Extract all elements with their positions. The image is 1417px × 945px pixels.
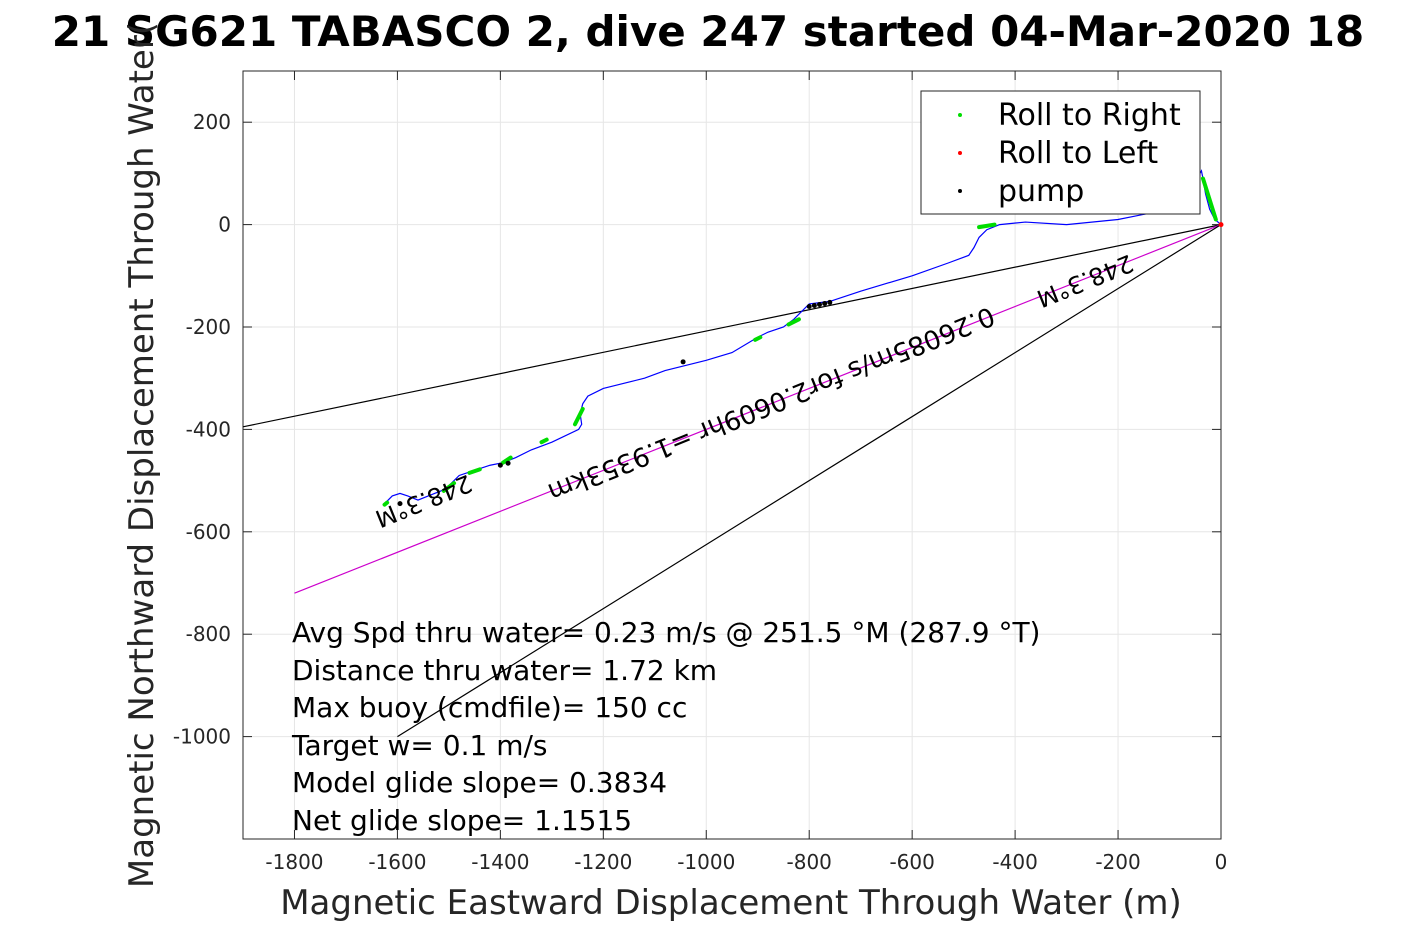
y-tick-label: -400: [186, 417, 231, 441]
x-tick-label: -1400: [471, 850, 529, 874]
y-tick-label: -600: [186, 520, 231, 544]
stats-block: Avg Spd thru water= 0.23 m/s @ 251.5 °M …: [291, 616, 1040, 837]
roll-right-segment: [539, 437, 549, 445]
roll-right-segment: [573, 406, 585, 427]
reference-line: [294, 224, 1222, 594]
stats-net-glide: Net glide slope= 1.1515: [292, 804, 632, 837]
pump-point: [817, 301, 823, 307]
x-tick-label: -1000: [677, 850, 735, 874]
roll-left-point: [1218, 222, 1224, 228]
y-tick-label: -200: [186, 315, 231, 339]
x-tick-label: -1200: [574, 850, 632, 874]
stats-max-buoy: Max buoy (cmdfile)= 150 cc: [292, 691, 687, 724]
axis-ticks: -1800 -1600 -1400 -1200 -1000 -800 -600 -400 -20…: [173, 71, 1227, 874]
x-tick-label: 0: [1215, 850, 1228, 874]
rotated-annotation: 248.3°M: [371, 469, 476, 533]
roll-right-segment: [382, 500, 390, 507]
legend-label-roll-left: Roll to Left: [998, 136, 1158, 171]
x-tick-label: -1600: [368, 850, 426, 874]
x-axis-label: Magnetic Eastward Displacement Through W…: [280, 883, 1182, 923]
x-tick-label: -600: [889, 850, 934, 874]
legend-marker-pump: [958, 189, 962, 193]
glider-track: [384, 169, 1222, 505]
pump-point: [827, 299, 833, 305]
y-tick-label: -800: [186, 622, 231, 646]
roll-right-segment: [786, 317, 801, 327]
grid-lines: [243, 71, 1222, 839]
plot-area-frame: [242, 70, 1222, 840]
roll-right-segment: [441, 481, 457, 493]
y-tick-label: 200: [193, 110, 231, 134]
y-axis-label: Magnetic Northward Displacement Through …: [122, 22, 162, 888]
roll-right-markers: [382, 176, 1224, 507]
y-tick-label: -1000: [173, 725, 231, 749]
track-line: [384, 169, 1222, 505]
pump-point: [497, 462, 503, 468]
y-tick-label: 0: [218, 213, 231, 237]
chart-title: 21 SG621 TABASCO 2, dive 247 started 04-…: [52, 7, 1364, 56]
stats-target-w: Target w= 0.1 m/s: [291, 729, 548, 762]
x-tick-label: -400: [992, 850, 1037, 874]
roll-right-segment: [753, 335, 763, 342]
reference-line: [397, 224, 1222, 738]
rotated-annotations: 248.3°M 0.26085m/s for2.0609hr =1.9353km2…: [371, 249, 1137, 533]
stats-model-glide: Model glide slope= 0.3834: [292, 766, 667, 799]
x-tick-label: -200: [1095, 850, 1140, 874]
stats-avg-speed: Avg Spd thru water= 0.23 m/s @ 251.5 °M …: [292, 616, 1040, 649]
roll-right-segment: [467, 467, 482, 475]
legend-label-pump: pump: [998, 174, 1084, 209]
reference-lines: [242, 224, 1222, 738]
legend-marker-roll-right: [958, 113, 962, 117]
roll-right-segment: [977, 222, 997, 230]
roll-right-segment: [500, 455, 513, 465]
pump-point: [397, 501, 403, 507]
x-tick-label: -800: [787, 850, 832, 874]
legend-label-roll-right: Roll to Right: [998, 98, 1181, 133]
legend: Roll to Right Roll to Left pump: [920, 90, 1201, 215]
pump-point: [822, 300, 828, 306]
roll-right-segment: [1200, 176, 1218, 222]
x-tick-label: -1800: [265, 850, 323, 874]
reference-line: [242, 224, 1222, 428]
pump-markers: [397, 299, 833, 507]
pump-point: [811, 302, 817, 308]
pump-point: [806, 304, 812, 310]
legend-marker-roll-left: [958, 151, 962, 155]
legend-box: [920, 90, 1201, 215]
stats-distance: Distance thru water= 1.72 km: [292, 654, 717, 687]
pump-point: [505, 460, 511, 466]
pump-point: [680, 359, 686, 365]
rotated-annotation: 248.3°M: [1033, 249, 1138, 313]
